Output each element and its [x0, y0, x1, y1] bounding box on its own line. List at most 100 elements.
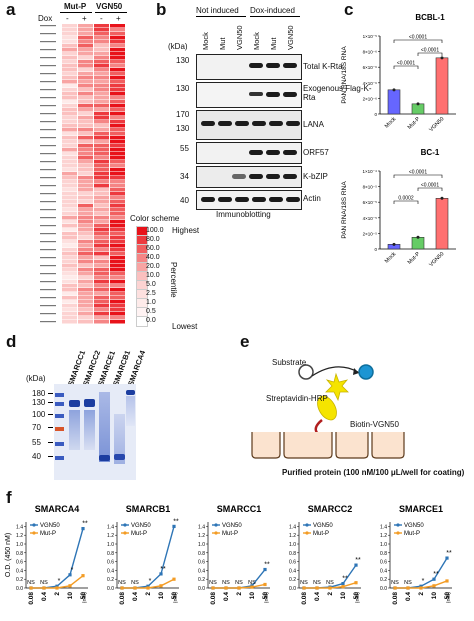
heatmap-cell: [94, 160, 109, 164]
heatmap-cell: [94, 40, 109, 44]
legend-label: VGN50: [313, 523, 333, 529]
percentile-label: Percentile: [169, 262, 178, 298]
p-value-label: <0.0001: [409, 170, 427, 176]
heatmap-cell: [78, 36, 93, 40]
heatmap-cell: [62, 204, 77, 208]
gel-marker-tick: [48, 402, 53, 403]
heatmap-cell: [78, 68, 93, 72]
significance-bracket: [393, 174, 443, 178]
heatmap-cell: [110, 32, 125, 36]
gene-label-line: [40, 249, 56, 251]
color-value: 1.0: [146, 299, 156, 306]
heatmap-cell: [78, 236, 93, 240]
legend-marker: [32, 531, 36, 535]
f-chart-title: SMARCE1: [399, 504, 443, 514]
gel-marker-tick: [48, 427, 53, 428]
heatmap-cell: [94, 284, 109, 288]
heatmap-cell: [78, 40, 93, 44]
gene-label-line: [40, 73, 56, 75]
heatmap-cell: [62, 88, 77, 92]
dox-state-3: -: [100, 14, 103, 23]
series-point: [120, 586, 124, 590]
y-tick-label: 2×10⁻⁶: [363, 96, 378, 101]
f-y-tick-label: 0.8: [107, 551, 114, 557]
series-point: [81, 574, 85, 578]
f-y-tick-label: 0.4: [198, 568, 205, 574]
heatmap-cell: [94, 188, 109, 192]
panel-a-label: a: [6, 0, 16, 19]
heatmap-cell: [110, 208, 125, 212]
heatmap-cell: [94, 104, 109, 108]
heatmap-cell: [110, 240, 125, 244]
legend-label: VGN50: [404, 523, 424, 529]
bar: [411, 237, 425, 250]
significance-label: NS: [326, 580, 334, 586]
heatmap-cell: [94, 64, 109, 68]
legend-label: VGN50: [40, 523, 60, 529]
heatmap-cell: [78, 32, 93, 36]
f-x-tick-label: 10: [67, 592, 74, 600]
heatmap-cell: [78, 88, 93, 92]
heatmap-cell: [78, 144, 93, 148]
series-point: [81, 527, 85, 531]
heatmap-cell: [94, 316, 109, 320]
gel-marker-label: 55: [32, 438, 41, 447]
heatmap-cell: [94, 200, 109, 204]
heatmap-cell: [78, 48, 93, 52]
f-y-tick-label: 0.6: [16, 560, 23, 566]
heatmap-cell: [110, 312, 125, 316]
bar: [435, 198, 449, 250]
significance-bracket: [417, 187, 443, 191]
heatmap-cell: [94, 184, 109, 188]
gene-label-line: [40, 129, 56, 131]
heatmap-cell: [78, 292, 93, 296]
series-point: [315, 586, 319, 590]
f-x-tick-label: 2: [327, 592, 334, 596]
series-point: [263, 582, 267, 587]
gene-label-line: [40, 81, 56, 83]
heatmap-cell: [78, 96, 93, 100]
heatmap-cell: [78, 252, 93, 256]
heatmap-cell: [110, 272, 125, 276]
heatmap-cell: [110, 308, 125, 312]
heatmap-cell: [110, 108, 125, 112]
heatmap-cell: [78, 312, 93, 316]
bar-chart-title: BCBL-1: [415, 14, 445, 22]
heatmap-cell: [78, 232, 93, 236]
series-point: [211, 586, 215, 590]
heatmap-cell: [94, 240, 109, 244]
gene-label-line: [40, 113, 56, 115]
x-tick-label: VGN50: [428, 251, 445, 268]
heatmap-cell: [62, 240, 77, 244]
heatmap-cell: [94, 268, 109, 272]
heatmap-cell: [94, 300, 109, 304]
gene-label-line: [40, 121, 56, 123]
heatmap-cell: [110, 180, 125, 184]
heatmap-cell: [94, 56, 109, 60]
x-tick-label: Mut-P: [407, 251, 422, 266]
substrate-circle: [298, 364, 314, 380]
y-tick-label: 8×10⁻⁶: [363, 50, 378, 55]
f-y-tick-label: 0.6: [198, 560, 205, 566]
heatmap-cell: [110, 316, 125, 320]
heatmap-cell: [78, 152, 93, 156]
gene-label-line: [40, 241, 56, 243]
heatmap-cell: [110, 292, 125, 296]
heatmap-cell: [94, 216, 109, 220]
heatmap-cell: [78, 52, 93, 56]
heatmap-cell: [110, 252, 125, 256]
panel-b-label: b: [156, 0, 167, 19]
panel-f-label: f: [6, 488, 12, 507]
heatmap-cell: [110, 60, 125, 64]
heatmap-cell: [62, 40, 77, 44]
panel-e-label: e: [240, 332, 250, 351]
gene-label-line: [40, 169, 56, 171]
heatmap-cell: [62, 316, 77, 320]
color-value: 10.0: [146, 272, 160, 279]
significance-label: NS: [131, 580, 139, 586]
gel-marker-tick: [48, 456, 53, 457]
heatmap-cell: [94, 192, 109, 196]
heatmap-cell: [78, 156, 93, 160]
heatmap-cell: [94, 84, 109, 88]
heatmap-cell: [94, 224, 109, 228]
